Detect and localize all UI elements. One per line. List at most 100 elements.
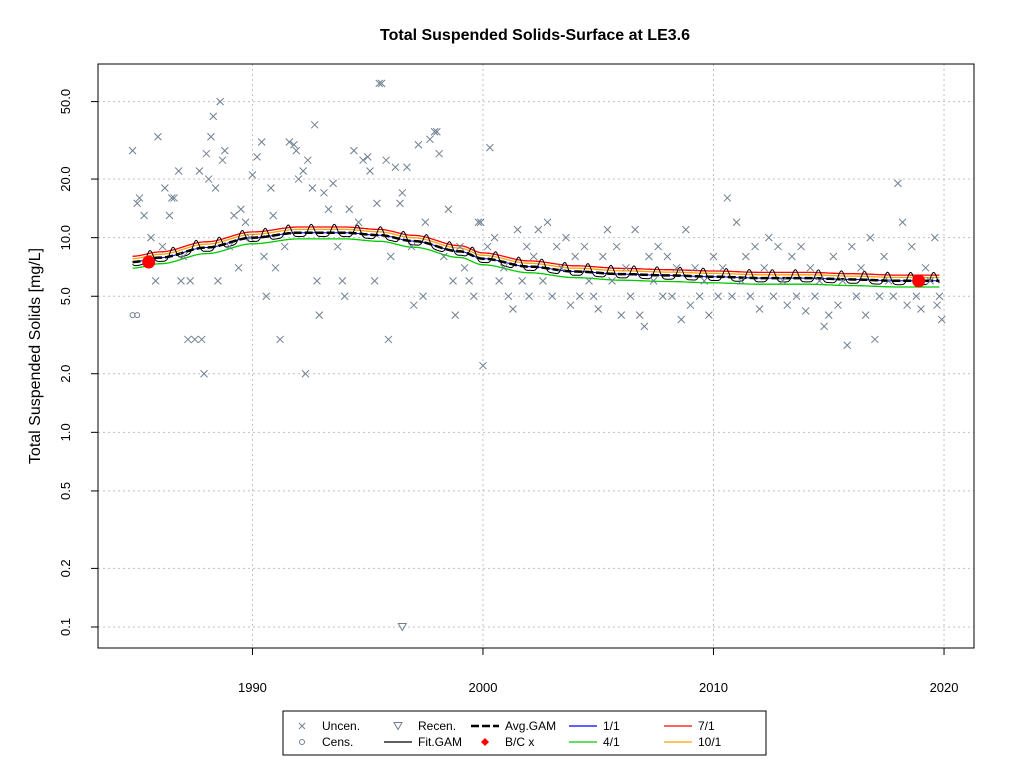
bc-point [912,274,926,288]
uncensored-point [571,252,580,261]
uncensored-point [195,167,204,175]
uncensored-point [177,276,185,285]
uncensored-point [290,140,298,149]
y-tick-label: 50.0 [58,89,73,114]
uncensored-point [211,184,220,192]
uncensored-point [313,276,321,285]
uncensored-point [476,218,485,227]
uncensored-point [598,252,607,261]
uncensored-point [373,199,381,208]
uncensored-point [384,335,393,344]
uncensored-point [529,252,538,261]
gam-lines [132,223,940,288]
legend-item: Avg.GAM [471,719,556,733]
uncensored-point [456,242,464,251]
uncensored-point [705,311,713,319]
uncensored-point [218,156,227,165]
legend-item: 1/1 [569,719,620,733]
uncensored-point [170,194,178,202]
uncensored-point [714,292,722,301]
legend: Uncen. Recen. Avg.GAM 1/1 7/1 Cens. Fit.GAM B/C… [282,710,767,756]
avg-gam-line [132,231,940,283]
uncensored-point [301,369,310,378]
fit-gam-line [132,223,940,286]
x-tick-label: 2000 [469,680,498,695]
uncensored-point [801,307,810,315]
uncensored-point [737,276,746,285]
uncensored-point [917,305,925,313]
uncensored-point [338,276,347,285]
uncensored-point [937,315,946,324]
uncensored-point [396,199,404,208]
legend-circle-icon [299,739,305,745]
uncensored-point [843,341,852,350]
uncensored-point [783,301,792,310]
uncensored-point [294,175,303,183]
uncensored-point [151,276,160,285]
uncensored-point [930,233,939,242]
uncensored-point [190,335,199,344]
legend-label: Uncen. [322,719,360,733]
uncensored-point [204,175,213,183]
uncensored-point [269,211,278,220]
uncensored-point [658,292,667,301]
uncensored-point [622,263,630,272]
uncensored-point [594,305,603,313]
uncensored-point [460,263,469,272]
y-tick-label: 0.1 [58,618,73,636]
uncensored-point [640,322,649,331]
uncensored-point [866,233,875,242]
uncensored-point [635,311,644,319]
apr1-line [132,238,940,288]
legend-triangle-icon [393,722,403,731]
uncensored-point [852,292,861,301]
uncensored-point [884,276,893,285]
uncensored-point [253,153,261,161]
y-tick-label: 0.2 [58,559,73,577]
uncensored-point [504,292,513,301]
uncensored-point [179,252,188,261]
uncensored-point [414,140,423,149]
uncensored-point [435,149,444,158]
uncensored-point [668,292,676,301]
y-tick-label: 2.0 [58,365,73,383]
uncensored-point [186,276,195,285]
uncensored-point [811,292,819,301]
uncensored-point [421,218,430,227]
uncensored-point [430,127,439,136]
uncensored-point [806,263,815,272]
uncensored-point [645,252,653,261]
uncensored-point [451,311,460,319]
uncensored-point [933,301,941,310]
uncensored-point [903,301,912,310]
uncensored-point [310,120,319,129]
uncensored-point [160,184,169,192]
uncensored-point [154,132,162,141]
uncensored-point [276,335,284,344]
uncensored-point [626,292,635,301]
legend-label: B/C x [505,735,534,749]
uncensored-point [815,276,824,285]
uncensored-point [350,146,358,155]
uncensored-point [140,211,148,220]
y-axis-label: Total Suspended Solids [mg/L] [27,248,44,464]
uncensored-point [345,205,354,214]
uncensored-point [700,276,709,285]
uncensored-point [847,242,856,251]
uncensored-point [695,292,704,301]
uncensored-point [534,225,543,234]
uncensored-point [444,205,453,214]
uncensored-point [875,292,884,301]
x-axis: 1990 2000 2010 2020 [238,647,958,695]
uncensored-point [663,252,672,261]
uncensored-point [308,184,317,192]
y-tick-label: 20.0 [58,166,73,191]
bc-point [142,255,156,269]
legend-label: 1/1 [603,719,620,733]
legend-item: 4/1 [569,735,620,749]
x-tick-label: 1990 [238,680,267,695]
y-tick-label: 1.0 [58,423,73,441]
uncensored-point [746,292,755,301]
uncensored-point [433,127,441,136]
